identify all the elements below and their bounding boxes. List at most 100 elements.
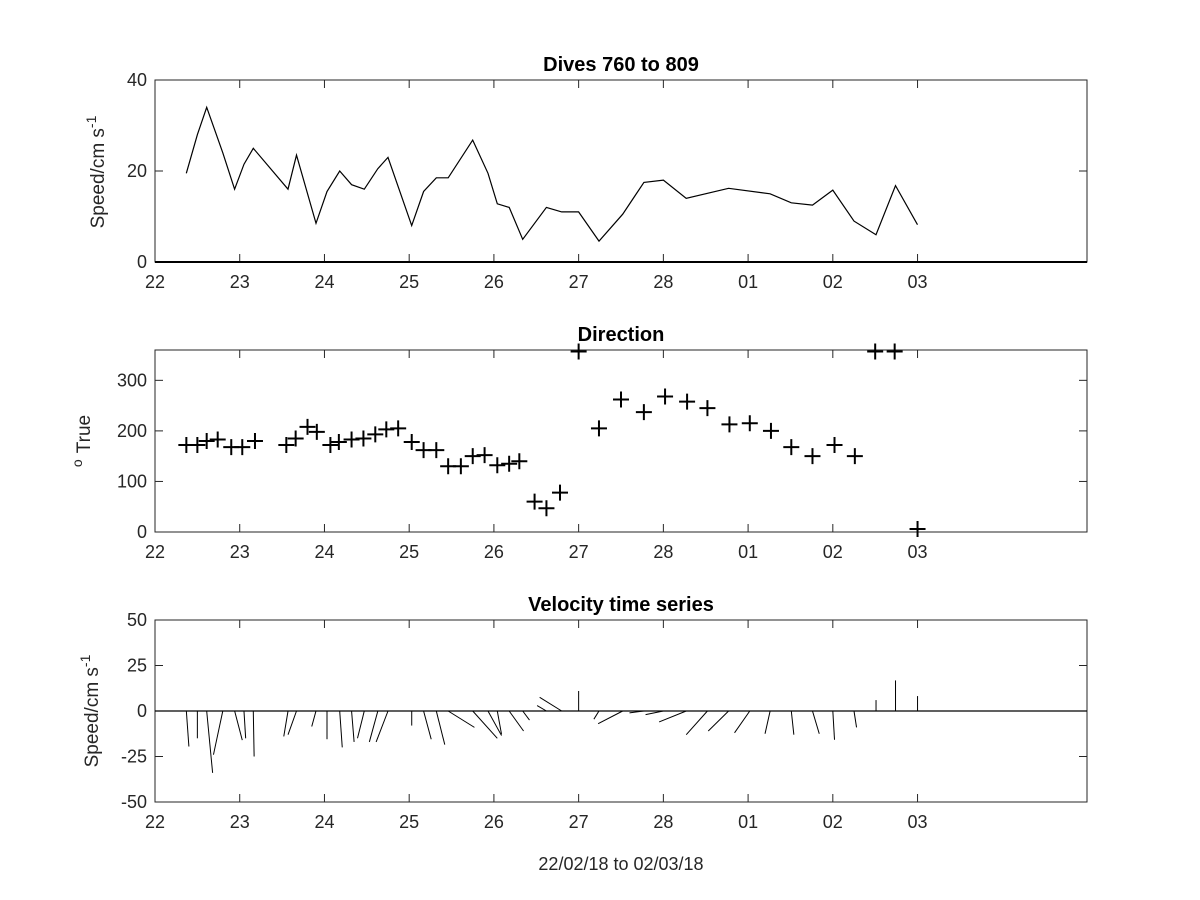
speed-y-axis-label: Speed/cm s-1 <box>83 115 109 228</box>
velocity-stick <box>206 710 214 773</box>
direction-marker <box>234 439 251 456</box>
x-tick-label: 28 <box>653 272 673 292</box>
direction-marker <box>538 500 555 517</box>
x-tick-label: 22 <box>145 542 165 562</box>
velocity-x-axis-label: 22/02/18 to 02/03/18 <box>538 854 703 874</box>
x-tick-label: 28 <box>653 812 673 832</box>
velocity-stick <box>234 710 243 741</box>
velocity-stick <box>707 710 729 732</box>
direction-marker <box>804 448 821 465</box>
direction-marker <box>489 457 506 474</box>
direction-marker <box>428 442 445 459</box>
velocity-chart-title: Velocity time series <box>528 594 714 616</box>
direction-marker <box>378 421 395 438</box>
x-tick-label: 02 <box>823 272 843 292</box>
x-tick-label: 24 <box>314 812 334 832</box>
y-tick-label: -50 <box>121 792 147 812</box>
y-tick-label: 20 <box>127 161 147 181</box>
velocity-stick <box>685 710 708 735</box>
direction-marker <box>721 416 738 433</box>
x-tick-label: 26 <box>484 812 504 832</box>
x-tick-label: 23 <box>230 542 250 562</box>
direction-marker <box>209 431 226 448</box>
x-tick-label: 25 <box>399 272 419 292</box>
x-tick-label: 26 <box>484 542 504 562</box>
x-tick-label: 25 <box>399 812 419 832</box>
direction-marker <box>762 422 779 439</box>
speed-chart-title: Dives 760 to 809 <box>543 54 699 76</box>
direction-marker <box>343 431 360 448</box>
velocity-stick <box>423 710 432 740</box>
y-tick-label: 0 <box>137 522 147 542</box>
svg-text:Speed/cm s-1: Speed/cm s-1 <box>77 654 103 767</box>
direction-marker <box>330 434 347 451</box>
velocity-stick <box>536 705 547 712</box>
x-tick-label: 27 <box>569 272 589 292</box>
direction-marker <box>590 420 607 437</box>
x-tick-label: 01 <box>738 812 758 832</box>
velocity-stick <box>496 710 503 735</box>
direction-marker <box>299 418 316 435</box>
x-tick-label: 24 <box>314 272 334 292</box>
x-tick-label: 03 <box>908 812 928 832</box>
direction-marker <box>403 434 420 451</box>
x-tick-label: 26 <box>484 272 504 292</box>
velocity-stick <box>287 710 297 735</box>
speed-series-line <box>185 105 919 243</box>
y-tick-label: -25 <box>121 747 147 767</box>
x-tick-label: 28 <box>653 542 673 562</box>
velocity-stick <box>212 710 224 755</box>
velocity-y-axis-label: Speed/cm s-1 <box>77 654 103 767</box>
y-tick-label: 100 <box>117 471 147 491</box>
direction-marker <box>246 433 263 449</box>
direction-marker <box>322 437 339 454</box>
y-tick-label: 0 <box>137 252 147 272</box>
direction-marker <box>278 437 295 454</box>
x-tick-label: 01 <box>738 542 758 562</box>
direction-marker <box>783 439 800 456</box>
x-tick-label: 22 <box>145 272 165 292</box>
x-tick-label: 22 <box>145 812 165 832</box>
direction-marker <box>846 448 863 465</box>
direction-marker <box>501 455 518 472</box>
direction-marker <box>367 426 384 443</box>
direction-marker <box>826 437 843 454</box>
velocity-stick <box>487 710 502 736</box>
velocity-stick <box>597 710 623 725</box>
y-tick-label: 25 <box>127 656 147 676</box>
velocity-stick <box>629 710 644 714</box>
direction-marker <box>886 343 903 360</box>
direction-y-axis-label: oTrue <box>69 415 95 467</box>
x-tick-label: 24 <box>314 542 334 562</box>
direction-marker <box>198 433 215 449</box>
direction-panel: Direction oTrue 22 23 24 25 26 27 28 01 02 03 0 100… <box>69 324 1088 562</box>
velocity-stick <box>472 710 498 739</box>
velocity-stick <box>447 710 475 728</box>
x-tick-label: 01 <box>738 272 758 292</box>
x-tick-label: 27 <box>569 542 589 562</box>
plot-frame <box>154 349 1088 533</box>
velocity-stick <box>645 710 664 716</box>
x-tick-label: 02 <box>823 812 843 832</box>
direction-marker <box>464 448 481 465</box>
direction-marker <box>741 415 758 432</box>
direction-marker <box>511 453 528 470</box>
y-tick-label: 40 <box>127 70 147 90</box>
velocity-stick <box>812 710 820 734</box>
velocity-stick <box>764 710 771 734</box>
velocity-stick <box>243 710 247 739</box>
y-tick-label: 200 <box>117 421 147 441</box>
x-tick-label: 23 <box>230 272 250 292</box>
velocity-stick <box>539 696 562 712</box>
y-tick-label: 50 <box>127 610 147 630</box>
direction-marker <box>189 437 206 454</box>
velocity-stick <box>368 710 379 743</box>
direction-marker <box>699 400 716 417</box>
velocity-stick <box>375 710 389 743</box>
velocity-stick <box>435 710 446 745</box>
direction-marker <box>635 404 652 421</box>
velocity-stick <box>311 710 317 727</box>
direction-marker <box>355 430 372 447</box>
x-tick-label: 03 <box>908 542 928 562</box>
